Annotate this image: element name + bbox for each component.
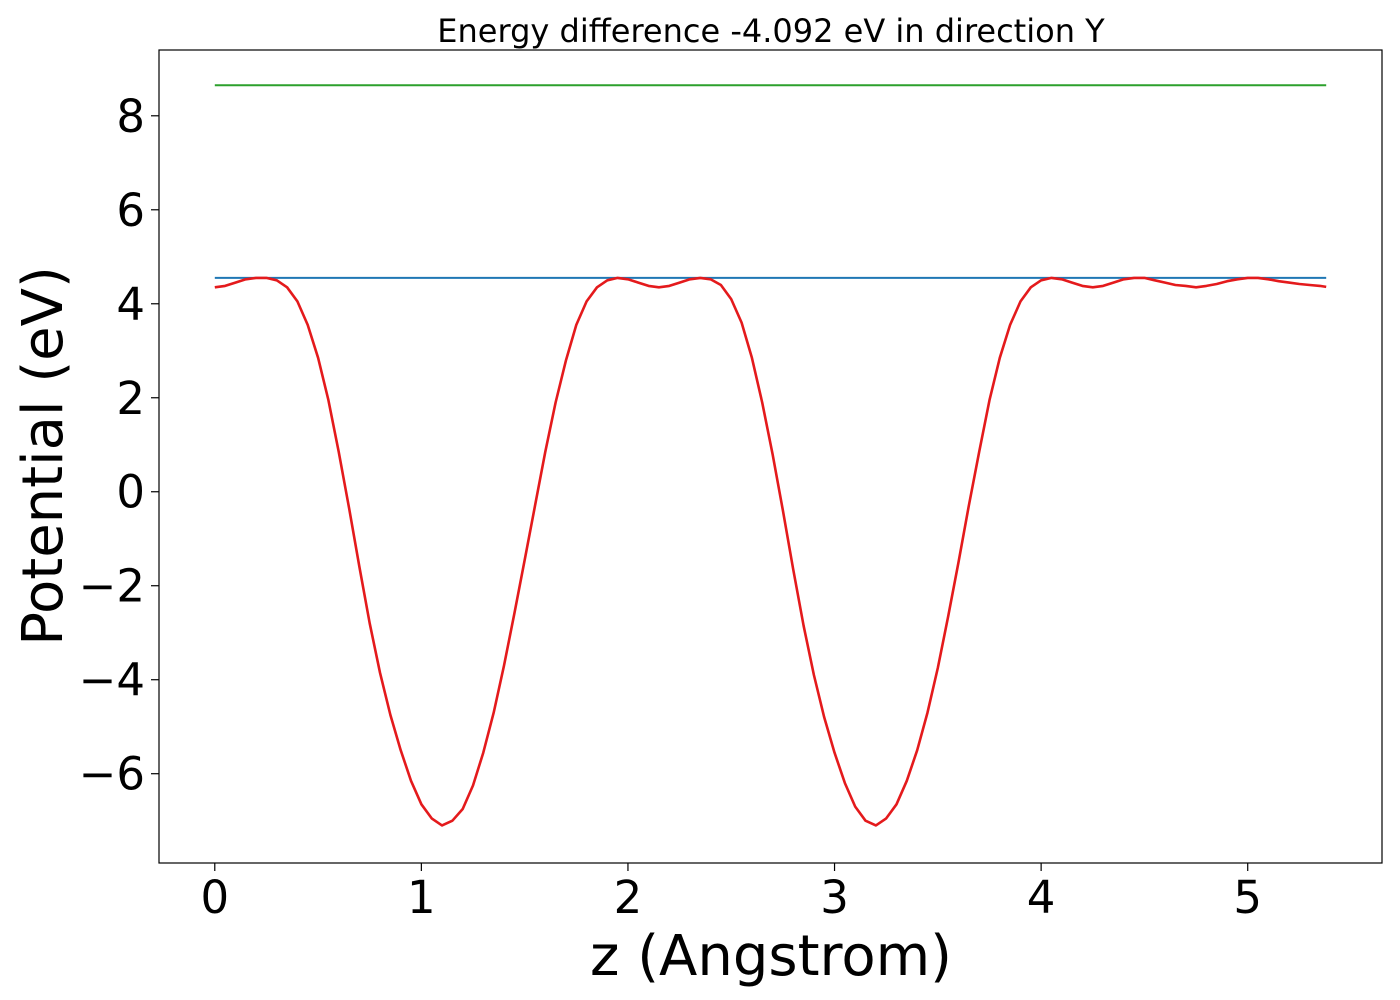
series-layer [214, 84, 1327, 827]
x-tick-label: 1 [407, 871, 436, 924]
y-tick-label: −4 [79, 654, 145, 707]
x-axis-ticks: 0 1 2 3 4 5 [200, 863, 1262, 924]
y-tick-label: −2 [79, 560, 145, 613]
chart-title: Energy difference -4.092 eV in direction… [437, 12, 1105, 50]
x-tick-label: 4 [1027, 871, 1056, 924]
y-tick-label: 0 [116, 466, 145, 519]
series-line-3 [214, 276, 1327, 827]
y-tick-label: 8 [116, 90, 145, 143]
x-axis-label: z (Angstrom) [590, 924, 952, 989]
y-axis-label: Potential (eV) [11, 266, 76, 646]
y-tick-label: 4 [116, 278, 145, 331]
y-tick-label: 2 [116, 372, 145, 425]
plot-frame [158, 49, 1383, 864]
x-tick-label: 0 [200, 871, 229, 924]
y-tick-label: −6 [79, 748, 145, 801]
y-axis-ticks: −6 −4 −2 0 2 4 6 8 [79, 90, 159, 801]
x-tick-label: 3 [820, 871, 849, 924]
y-tick-label: 6 [116, 184, 145, 237]
x-tick-label: 5 [1233, 871, 1262, 924]
x-tick-label: 2 [614, 871, 643, 924]
